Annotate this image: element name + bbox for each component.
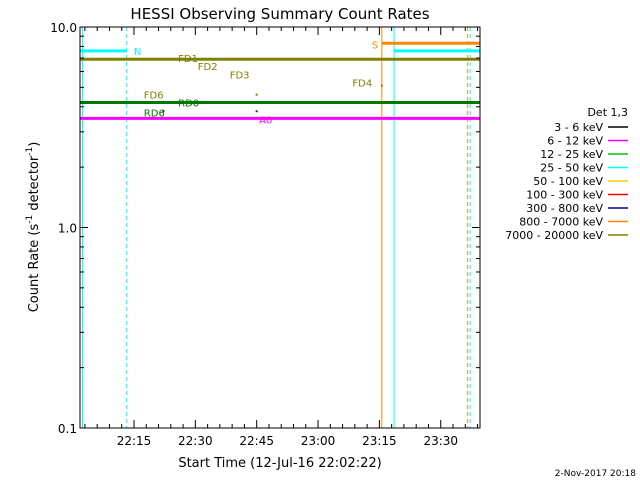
footer-date: 2-Nov-2017 20:18 — [555, 469, 637, 479]
annotation-fd6: FD6 — [144, 91, 164, 102]
legend-entry-label: 100 - 300 keV — [526, 189, 603, 202]
y-axis-label-text-2: detector — [27, 155, 42, 215]
x-tick-label: 23:30 — [423, 434, 458, 448]
x-tick-label: 23:15 — [362, 434, 397, 448]
y-tick-label: 10.0 — [50, 21, 77, 35]
y-axis-label: Count Rate (s-1 detector-1) — [25, 142, 42, 313]
data-dot-1 — [255, 93, 258, 96]
data-dot-3 — [380, 84, 383, 87]
plot-frame — [79, 26, 481, 429]
legend-title: Det 1,3 — [587, 106, 628, 119]
annotation-s: S — [372, 40, 378, 51]
y-axis-label-exponent-1: -1 — [25, 215, 35, 224]
legend-entry-label: 300 - 800 keV — [526, 202, 603, 215]
legend-entry-label: 25 - 50 keV — [540, 162, 603, 175]
chart-title: HESSI Observing Summary Count Rates — [130, 5, 429, 23]
x-tick-label: 22:30 — [178, 434, 213, 448]
data-dot-0 — [162, 110, 165, 113]
annotation-rd6: RD6 — [144, 108, 165, 119]
annotation-fd1: FD1 — [178, 54, 198, 65]
legend-entry-label: 6 - 12 keV — [547, 135, 603, 148]
annotation-fd2: FD2 — [198, 62, 218, 73]
y-tick-label: 0.1 — [58, 422, 77, 436]
axes-layer: 22:15 22:30 22:45 23:00 23:15 23:30 10.0 1.0 0.1 — [50, 21, 481, 448]
x-tick-label: 22:15 — [117, 434, 152, 448]
svg-text:Count Rate (s-1 detector-1): Count Rate (s-1 detector-1) — [25, 142, 42, 313]
annotation-n: N — [134, 47, 141, 58]
legend-entry-label: 3 - 6 keV — [554, 121, 603, 134]
x-axis-label: Start Time (12-Jul-16 22:02:22) — [178, 456, 381, 471]
annotation-fd4: FD4 — [352, 78, 372, 89]
legend-entry-label: 12 - 25 keV — [540, 148, 603, 161]
y-axis-label-text: Count Rate (s — [27, 224, 42, 313]
data-layer — [80, 27, 480, 428]
y-axis-label-exponent-2: -1 — [25, 147, 35, 156]
y-axis-label-close: ) — [27, 142, 42, 147]
annotation-fd3: FD3 — [230, 70, 250, 81]
legend-entry-label: 800 - 7000 keV — [519, 216, 603, 229]
x-tick-label: 22:45 — [239, 434, 274, 448]
y-tick-label: 1.0 — [58, 222, 77, 236]
annotation-rd0: RD0 — [178, 99, 199, 110]
legend-entry-label: 7000 - 20000 keV — [505, 229, 603, 242]
data-dot-2 — [255, 110, 258, 113]
annotation-a0: A0 — [259, 116, 272, 127]
legend-entry-label: 50 - 100 keV — [533, 175, 603, 188]
x-tick-label: 23:00 — [301, 434, 336, 448]
